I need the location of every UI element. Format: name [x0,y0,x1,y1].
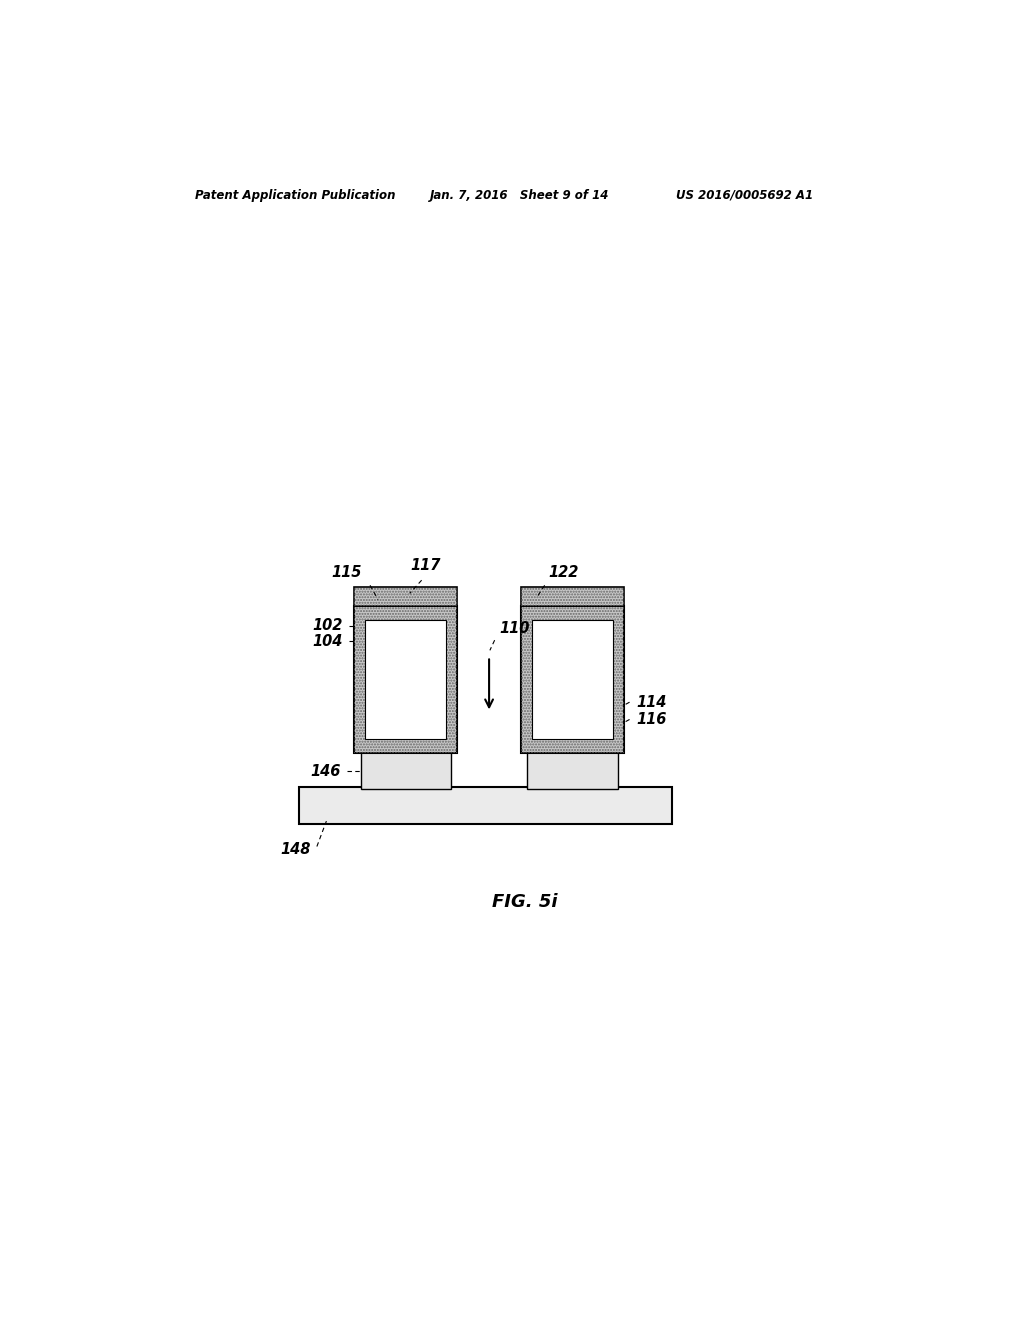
Text: Patent Application Publication: Patent Application Publication [196,189,396,202]
Text: 148: 148 [281,842,310,857]
Bar [360,751,451,788]
Bar [531,620,613,739]
Bar [299,787,672,824]
Text: 116: 116 [636,711,667,727]
Bar [354,587,458,606]
Text: FIG. 5i: FIG. 5i [493,894,557,911]
Bar [527,751,617,788]
Text: Jan. 7, 2016   Sheet 9 of 14: Jan. 7, 2016 Sheet 9 of 14 [430,189,609,202]
Text: 104: 104 [312,634,342,648]
Bar [521,587,624,606]
Bar [521,587,624,606]
Bar [354,587,458,606]
Bar [354,606,458,752]
Text: 114: 114 [636,694,667,710]
Text: 146: 146 [310,764,341,779]
Text: 117: 117 [411,558,440,573]
Bar [366,620,446,739]
Bar [521,606,624,752]
Text: 115: 115 [332,565,362,581]
Text: 110: 110 [500,622,529,636]
Text: US 2016/0005692 A1: US 2016/0005692 A1 [676,189,813,202]
Bar [354,606,458,752]
Text: 102: 102 [312,619,342,634]
Text: 122: 122 [549,565,579,581]
Bar [521,606,624,752]
